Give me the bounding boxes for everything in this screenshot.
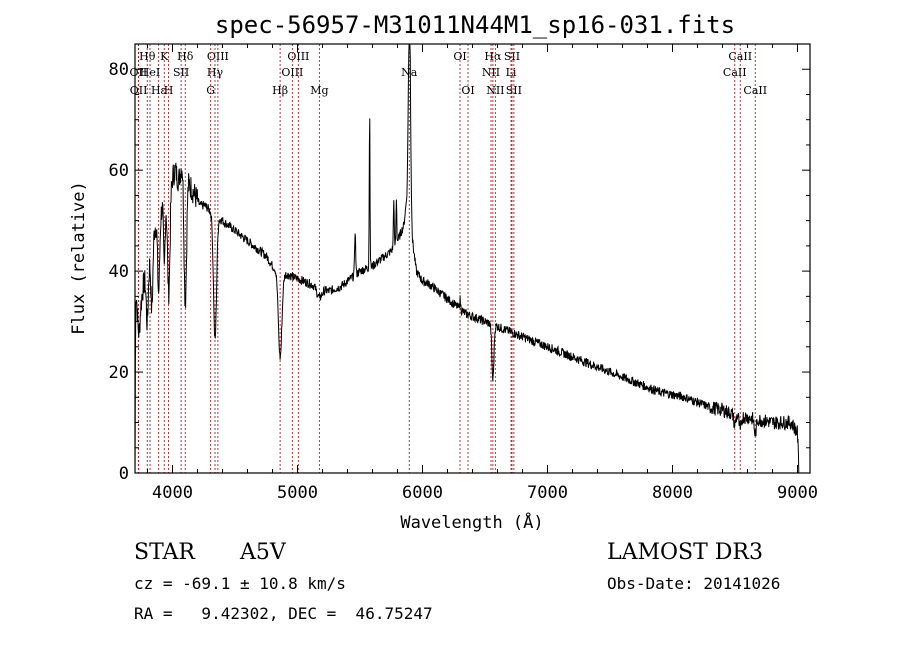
marker-label-12: Hβ [272, 84, 288, 97]
x-axis-label: Wavelength (Å) [400, 511, 543, 533]
marker-label-26: CaII [723, 66, 747, 79]
x-tick-label-2: 6000 [402, 483, 443, 503]
y-tick-label-2: 40 [109, 262, 129, 282]
x-tick-label-4: 8000 [652, 483, 693, 503]
marker-label-24: SII [506, 84, 522, 97]
y-tick-label-1: 20 [109, 363, 129, 383]
coordinates: RA = 9.42302, DEC = 46.75247 [134, 604, 433, 623]
chart-title: spec-56957-M31011N44M1_sp16-031.fits [215, 11, 735, 39]
marker-label-22: SII [504, 50, 520, 63]
marker-label-18: OI [461, 84, 474, 97]
x-tick-label-5: 9000 [777, 483, 818, 503]
marker-label-27: CaII [743, 84, 767, 97]
spectrum-line [134, 43, 800, 474]
marker-label-5: K [160, 50, 169, 63]
marker-label-4: HeI [140, 66, 160, 79]
marker-label-0: Hθ [139, 50, 156, 63]
x-tick-label-3: 7000 [527, 483, 568, 503]
marker-label-11: G [206, 84, 215, 97]
marker-label-9: OIII [207, 50, 229, 63]
marker-label-3: Hε [151, 84, 167, 97]
marker-label-10: Hγ [207, 66, 224, 79]
marker-label-25: CaII [728, 50, 752, 63]
marker-label-13: OIII [287, 50, 309, 63]
marker-label-17: OI [453, 50, 466, 63]
marker-label-23: Li [506, 66, 517, 79]
marker-label-6: SII [173, 66, 189, 79]
y-tick-label-3: 60 [109, 161, 129, 181]
marker-label-8: Hδ [177, 50, 194, 63]
marker-label-21: NII [486, 84, 504, 97]
marker-label-14: OIII [281, 66, 303, 79]
marker-label-19: Hα [484, 50, 502, 63]
survey-name: LAMOST DR3 [607, 540, 763, 565]
marker-label-20: NII [482, 66, 500, 79]
spectrum [134, 43, 800, 474]
observation-date: Obs-Date: 20141026 [607, 574, 781, 593]
redshift-cz: cz = -69.1 ± 10.8 km/s [134, 574, 346, 593]
x-tick-label-0: 4000 [152, 483, 193, 503]
y-tick-label-0: 0 [119, 464, 129, 484]
object-subclass: A5V [240, 540, 286, 565]
marker-label-7: H [164, 84, 174, 97]
marker-label-2: OII [130, 84, 148, 97]
marker-label-16: Na [401, 66, 418, 79]
object-class: STAR [134, 540, 195, 565]
plot-frame [134, 43, 811, 474]
y-axis-label: Flux (relative) [69, 181, 89, 335]
marker-label-15: Mg [310, 84, 328, 97]
y-tick-label-4: 80 [109, 60, 129, 80]
x-tick-label-1: 5000 [277, 483, 318, 503]
axis-ticks: 4000 5000 6000 7000 8000 9000 0 20 40 60 80 [109, 43, 818, 503]
